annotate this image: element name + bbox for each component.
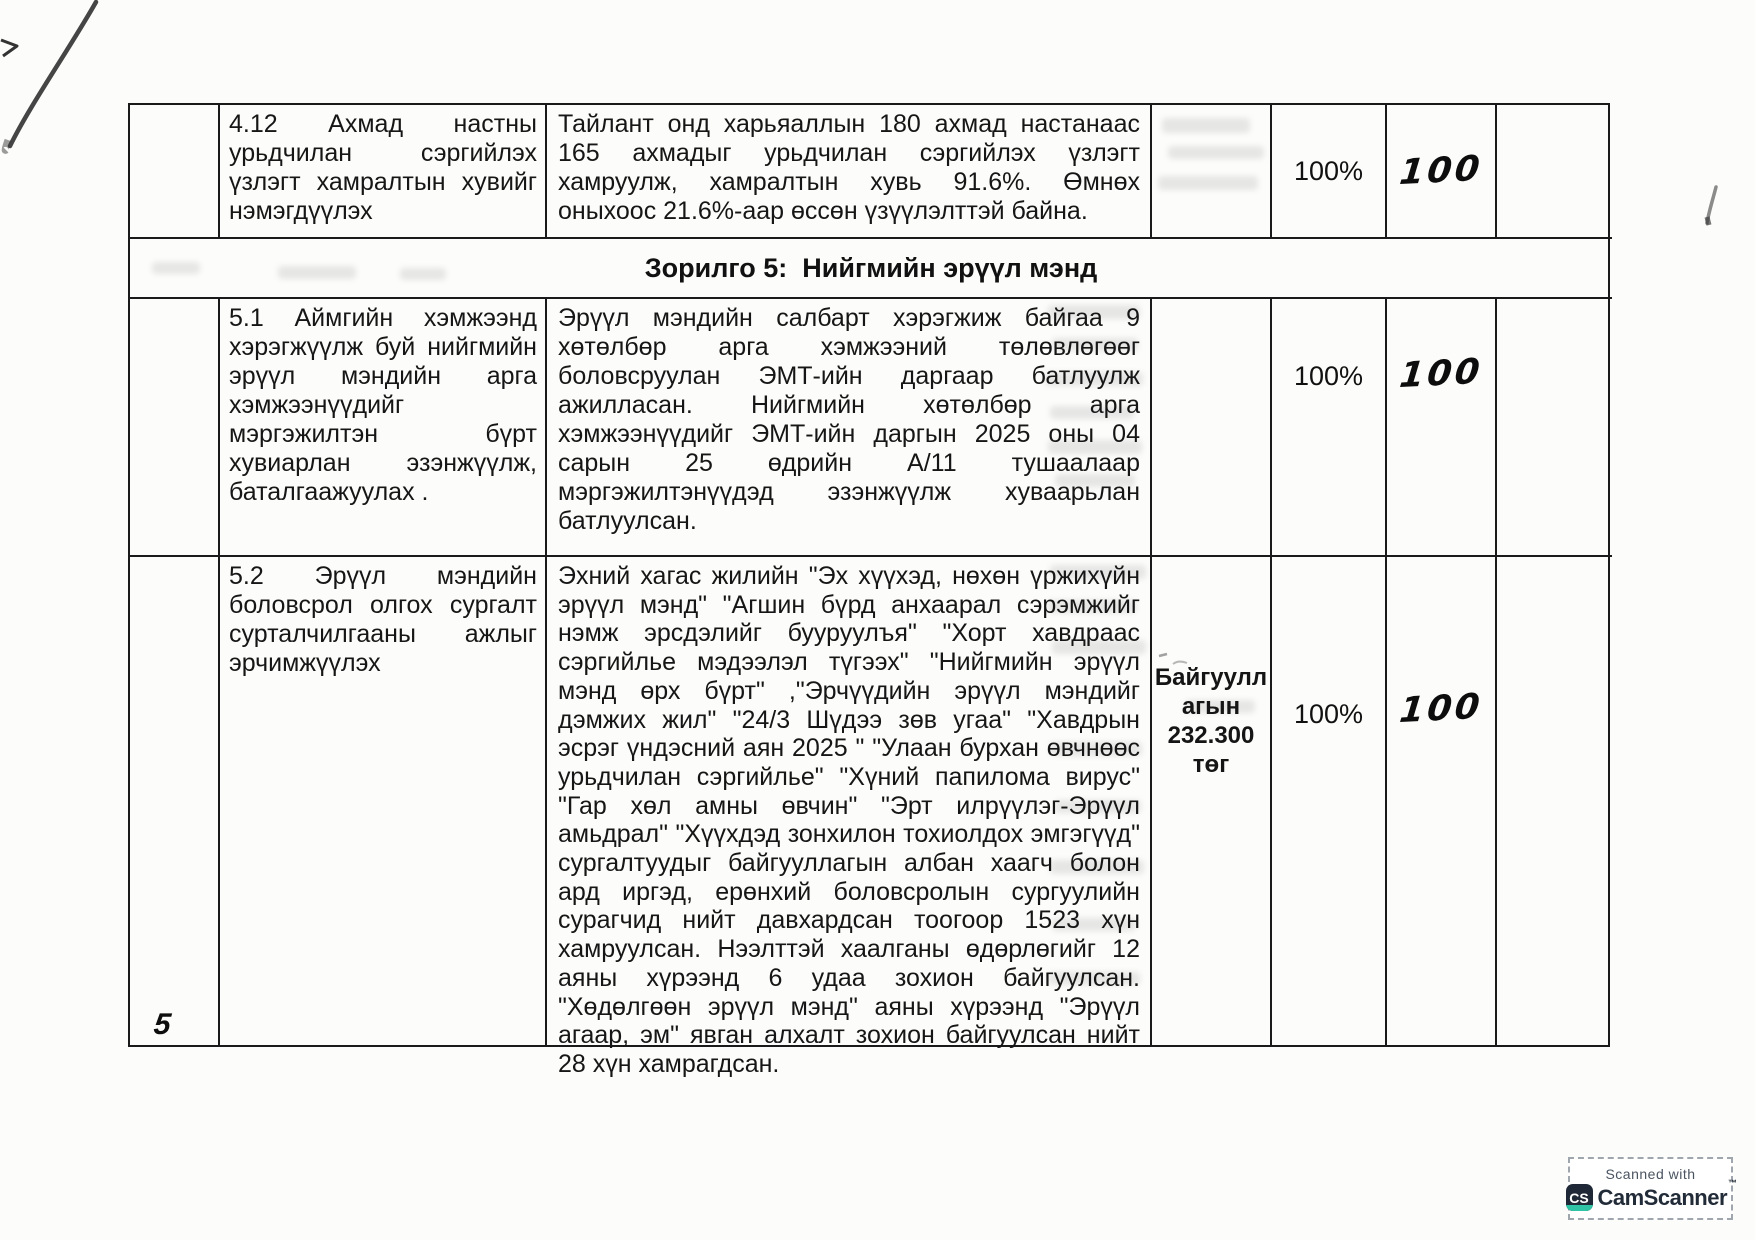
cell-budget-5-2: Байгуулл агын 232.300 төг: [1152, 557, 1272, 1045]
bleed-through-text: [1050, 860, 1144, 874]
handwritten-score: 100: [1397, 686, 1485, 732]
camscanner-logo-icon: CS: [1565, 1184, 1593, 1211]
cell-result-4-12: Тайлант онд харьяаллын 180 ахмад настана…: [547, 105, 1152, 239]
bleed-through-text: [1052, 338, 1138, 351]
bleed-through-text: [1048, 440, 1142, 454]
handwritten-score: 100: [1397, 351, 1485, 397]
bleed-through-text: [278, 266, 356, 279]
cell-plan-percent-4-12: 100%: [1272, 105, 1387, 239]
cell-index-empty: [130, 299, 220, 557]
small-smudge-mark: [1158, 652, 1188, 665]
report-table: 4.12 Ахмад настны урьдчилан сэргийлэх үз…: [128, 103, 1612, 1078]
cell-note-5-1: [1497, 299, 1612, 557]
pen-stroke-mark: [0, 0, 99, 154]
cell-result-5-1: Эрүүл мэндийн салбарт хэрэгжиж байгаа 9 …: [547, 299, 1152, 557]
cell-task-4-12: 4.12 Ахмад настны урьдчилан сэргийлэх үз…: [220, 105, 547, 239]
camscanner-watermark: Scanned with CS CamScanner™: [1565, 1157, 1737, 1220]
scanned-with-label: Scanned with: [1605, 1166, 1696, 1182]
bleed-through-text: [1050, 406, 1134, 419]
cell-task-5-2: 5.2 Эрүүл мэндийн боловсрол олгох сургал…: [220, 557, 547, 1045]
stray-pen-tick: [1704, 185, 1718, 226]
cell-note-5-2: [1497, 557, 1612, 1045]
bleed-through-text: [1052, 640, 1146, 654]
cell-budget-4-12: [1152, 105, 1272, 239]
bleed-through-text: [1052, 918, 1136, 931]
goal-header-row: Зорилго 5: Нийгмийн эрүүл мэнд: [130, 239, 1612, 299]
bleed-through-text: [1048, 972, 1140, 985]
bleed-through-text: [1050, 742, 1142, 756]
cell-plan-percent-5-1: 100%: [1272, 299, 1387, 557]
cell-note-4-12: [1497, 105, 1612, 239]
bleed-through-text: [1048, 600, 1136, 613]
cell-task-5-1: 5.1 Аймгийн хэмжээнд хэрэгжүүлж буй нийг…: [220, 299, 547, 557]
bleed-through-text: [1055, 800, 1141, 813]
cell-index-empty: [130, 105, 220, 239]
camscanner-brand-name: CamScanner™: [1597, 1177, 1737, 1210]
bleed-through-text: [1185, 700, 1255, 713]
cell-index-page: 5: [130, 557, 220, 1045]
cell-handwritten-score-5-1: 100: [1387, 299, 1497, 557]
trademark-symbol: ™: [1728, 1177, 1737, 1188]
bleed-through-text: [400, 268, 446, 280]
cell-handwritten-score-5-2: 100: [1387, 557, 1497, 1045]
cell-result-5-2: Эхний хагас жилийн "Эх хүүхэд, нөхөн үрж…: [547, 557, 1152, 1078]
goal-title: Зорилго 5: Нийгмийн эрүүл мэнд: [644, 252, 1098, 283]
bleed-through-text: [1045, 372, 1143, 386]
camscanner-logo-initials: CS: [1569, 1189, 1589, 1206]
bleed-through-text: [1055, 474, 1135, 487]
handwritten-score: 100: [1397, 148, 1485, 194]
cell-budget-5-1: [1152, 299, 1272, 557]
bleed-through-text: [1162, 118, 1250, 133]
cell-plan-percent-5-2: 100%: [1272, 557, 1387, 1045]
bleed-through-text: [1048, 305, 1140, 319]
bleed-through-text: [1168, 146, 1264, 159]
page-number: 5: [152, 1008, 173, 1041]
bleed-through-text: [1158, 176, 1258, 190]
budget-amount: Байгуулл агын 232.300 төг: [1154, 664, 1268, 778]
bleed-through-text: [152, 262, 200, 274]
cell-handwritten-score-4-12: 100: [1387, 105, 1497, 239]
bleed-through-text: [1050, 565, 1146, 579]
